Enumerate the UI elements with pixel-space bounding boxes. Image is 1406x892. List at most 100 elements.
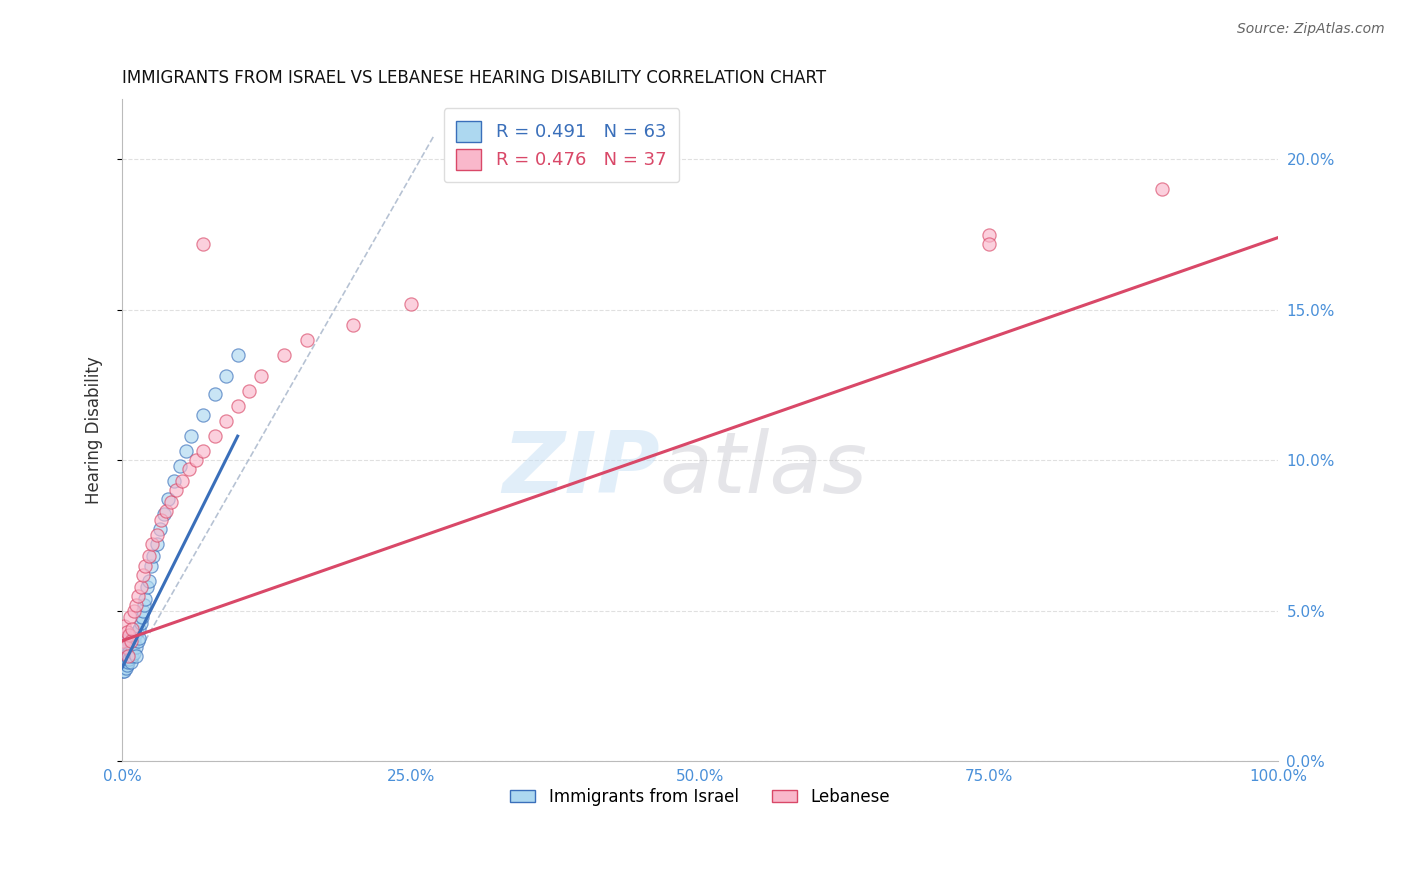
Point bbox=[141, 537, 163, 551]
Point bbox=[114, 655, 136, 669]
Point bbox=[134, 591, 156, 606]
Point bbox=[138, 549, 160, 564]
Point bbox=[139, 558, 162, 573]
Point bbox=[180, 429, 202, 443]
Point bbox=[117, 655, 139, 669]
Point bbox=[172, 475, 194, 489]
Point bbox=[174, 444, 197, 458]
Point bbox=[112, 661, 135, 675]
Point bbox=[112, 637, 135, 651]
Point bbox=[118, 640, 141, 654]
Point bbox=[121, 648, 143, 663]
Text: atlas: atlas bbox=[659, 428, 868, 511]
Point bbox=[399, 297, 422, 311]
Point bbox=[155, 504, 177, 518]
Point bbox=[226, 399, 249, 413]
Text: Source: ZipAtlas.com: Source: ZipAtlas.com bbox=[1237, 22, 1385, 37]
Text: ZIP: ZIP bbox=[502, 428, 659, 511]
Point bbox=[114, 640, 136, 654]
Point bbox=[138, 574, 160, 588]
Point bbox=[977, 227, 1000, 242]
Point bbox=[165, 483, 187, 498]
Point bbox=[342, 318, 364, 332]
Point bbox=[120, 642, 142, 657]
Legend: Immigrants from Israel, Lebanese: Immigrants from Israel, Lebanese bbox=[503, 781, 897, 813]
Point bbox=[132, 604, 155, 618]
Point bbox=[112, 652, 135, 666]
Point bbox=[177, 462, 200, 476]
Point bbox=[115, 652, 138, 666]
Point bbox=[125, 640, 148, 654]
Point bbox=[204, 387, 226, 401]
Point bbox=[120, 646, 142, 660]
Point bbox=[124, 628, 146, 642]
Point bbox=[129, 580, 152, 594]
Point bbox=[112, 655, 135, 669]
Point bbox=[184, 453, 207, 467]
Point bbox=[1152, 182, 1174, 196]
Point bbox=[125, 624, 148, 639]
Point bbox=[112, 633, 135, 648]
Point bbox=[191, 444, 214, 458]
Point bbox=[117, 648, 139, 663]
Point bbox=[125, 648, 148, 663]
Point bbox=[118, 628, 141, 642]
Point bbox=[120, 609, 142, 624]
Point bbox=[127, 589, 149, 603]
Point bbox=[120, 633, 142, 648]
Point bbox=[134, 558, 156, 573]
Point bbox=[215, 368, 238, 383]
Point bbox=[111, 646, 134, 660]
Point bbox=[191, 408, 214, 422]
Point bbox=[136, 580, 159, 594]
Point bbox=[127, 633, 149, 648]
Point bbox=[122, 633, 145, 648]
Point bbox=[152, 508, 174, 522]
Point bbox=[114, 661, 136, 675]
Point bbox=[129, 615, 152, 630]
Point bbox=[128, 631, 150, 645]
Point bbox=[112, 664, 135, 678]
Point bbox=[112, 664, 135, 678]
Point bbox=[117, 633, 139, 648]
Point bbox=[131, 609, 153, 624]
Point bbox=[273, 348, 295, 362]
Point bbox=[159, 495, 181, 509]
Point bbox=[115, 624, 138, 639]
Point bbox=[117, 646, 139, 660]
Point bbox=[145, 537, 167, 551]
Point bbox=[132, 567, 155, 582]
Point bbox=[238, 384, 260, 398]
Text: IMMIGRANTS FROM ISRAEL VS LEBANESE HEARING DISABILITY CORRELATION CHART: IMMIGRANTS FROM ISRAEL VS LEBANESE HEARI… bbox=[122, 69, 827, 87]
Point bbox=[145, 528, 167, 542]
Point bbox=[112, 648, 135, 663]
Point bbox=[112, 655, 135, 669]
Point bbox=[114, 648, 136, 663]
Y-axis label: Hearing Disability: Hearing Disability bbox=[86, 356, 103, 504]
Point bbox=[112, 642, 135, 657]
Point bbox=[249, 368, 271, 383]
Point bbox=[132, 598, 155, 612]
Point bbox=[125, 598, 148, 612]
Point bbox=[112, 633, 135, 648]
Point bbox=[121, 622, 143, 636]
Point bbox=[121, 640, 143, 654]
Point bbox=[118, 652, 141, 666]
Point bbox=[115, 642, 138, 657]
Point bbox=[122, 604, 145, 618]
Point bbox=[142, 549, 165, 564]
Point bbox=[226, 348, 249, 362]
Point bbox=[157, 492, 180, 507]
Point bbox=[295, 333, 318, 347]
Point bbox=[163, 475, 186, 489]
Point bbox=[115, 657, 138, 672]
Point bbox=[122, 646, 145, 660]
Point bbox=[114, 633, 136, 648]
Point bbox=[114, 640, 136, 654]
Point bbox=[120, 633, 142, 648]
Point bbox=[111, 640, 134, 654]
Point bbox=[150, 513, 173, 527]
Point bbox=[112, 646, 135, 660]
Point bbox=[215, 414, 238, 428]
Point bbox=[169, 459, 191, 474]
